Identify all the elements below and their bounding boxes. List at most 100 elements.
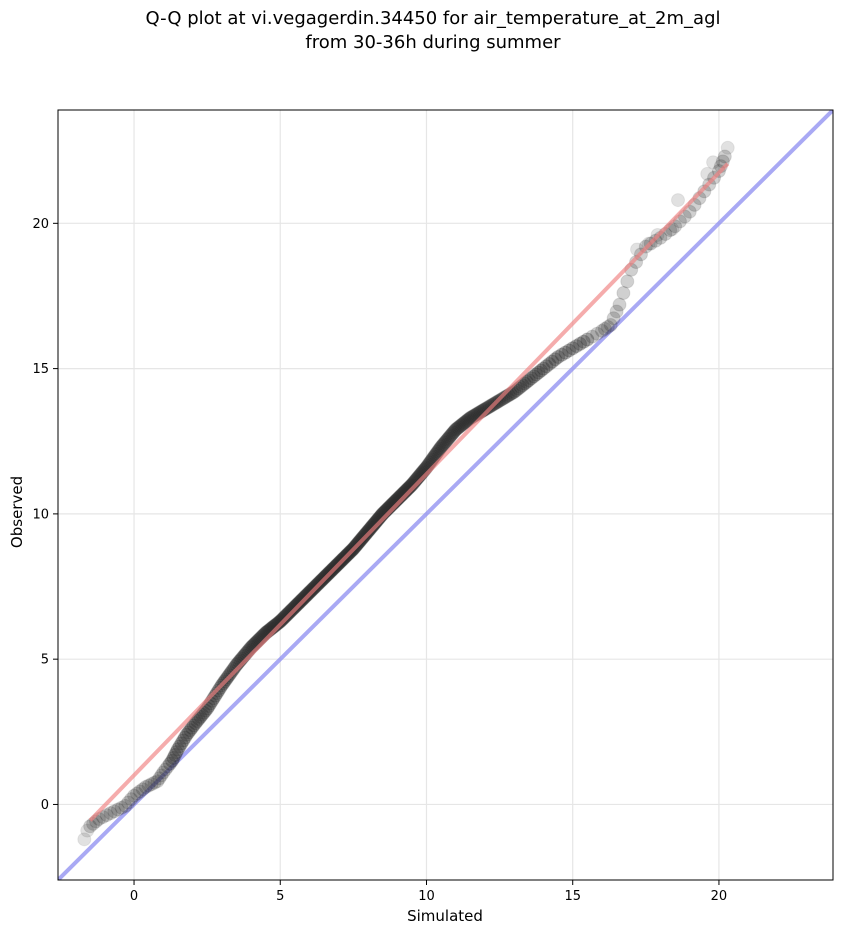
quantile-point [121,795,136,810]
y-tick-label: 15 [32,362,49,377]
quantile-point [524,371,539,386]
quantile-point [144,777,159,792]
quantile-point [594,323,609,338]
quantile-point [620,274,635,289]
chart-title-line-1: Q-Q plot at vi.vegagerdin.34450 for air_… [146,8,721,29]
quantile-point [135,782,150,797]
quantile-point [597,321,612,336]
quantile-point [529,367,544,382]
quantile-point [454,418,469,433]
quantile-point [277,610,292,625]
quantile-point [697,184,712,199]
quantile-point [141,778,156,793]
quantile-point [156,765,171,780]
quantile-point [162,756,177,771]
axes-frame [57,109,834,881]
quantile-point [481,400,496,415]
quantile-point [558,345,573,360]
quantile-point [430,444,445,459]
quantile-point [448,422,463,437]
quantile-point [455,417,470,432]
quantile-point [590,326,605,341]
quantile-point [513,379,528,394]
quantile-point [124,792,139,807]
quantile-point [464,410,479,425]
quantile-point [95,810,110,825]
quantile-point [554,347,569,362]
tail-quantile-point [80,823,95,838]
quantile-point [183,723,198,738]
quantile-point [441,431,456,446]
quantile-point [545,354,560,369]
quantile-point [431,443,446,458]
quantile-point [565,341,580,356]
quantile-point [279,608,294,623]
quantile-point [186,718,201,733]
quantile-point [446,425,461,440]
quantile-point [463,411,478,425]
quantile-point [362,522,377,537]
quantile-point [118,798,133,813]
quantile-point [459,414,474,429]
quantile-point [432,441,447,456]
quantile-point [435,438,450,453]
quantile-point [576,334,591,349]
quantile-point [129,786,144,801]
quantile-point [600,319,615,334]
quantile-point [458,415,473,430]
quantile-point [364,519,379,534]
quantile-point [190,714,205,729]
quantile-point [569,339,584,354]
quantile-point [496,391,511,406]
quantile-point [451,420,466,435]
quantile-point [195,707,210,722]
quantile-point [542,356,557,371]
quantile-point [184,720,199,735]
x-tick-label: 10 [418,889,435,904]
tail-quantile-point [77,832,92,847]
quantile-point [438,434,453,449]
quantile-point [466,409,481,424]
quantile-point [436,437,451,452]
quantile-point [462,412,477,427]
quantile-point [165,753,180,768]
quantile-point [616,286,631,301]
quantile-point [107,804,122,819]
quantile-point [154,768,169,783]
y-tick-label: 20 [32,217,49,232]
quantile-point [209,686,224,701]
quantile-point [276,611,291,626]
quantile-point [437,435,452,450]
quantile-point [138,780,153,795]
quantile-point [275,612,290,627]
quantile-point [450,421,465,436]
quantile-point [363,521,378,536]
quantile-point [443,428,458,443]
quantile-point [580,332,595,347]
quantile-point [114,800,129,815]
quantile-point [562,343,577,358]
x-tick-label: 15 [564,889,581,904]
quantile-point [152,771,167,786]
quantile-point [167,748,182,763]
tail-quantile-point [671,193,685,208]
quantile-point [573,336,588,351]
regression-fit-line [88,162,730,822]
quantile-point [519,374,534,389]
x-axis-label: Simulated [407,907,483,925]
quantile-point [177,730,192,745]
quantile-point [515,378,530,393]
quantile-point [606,311,621,326]
quantile-point [160,759,175,774]
quantile-point [274,613,289,628]
quantile-point [539,359,554,374]
quantile-point [517,376,532,391]
quantile-point [191,711,206,726]
quantile-point [181,725,196,740]
quantile-point [103,806,118,821]
quantile-point [526,369,541,384]
quantile-point [272,615,287,630]
tail-quantile-point [700,166,715,181]
quantile-point [534,363,549,378]
y-tick-label: 0 [41,798,49,813]
